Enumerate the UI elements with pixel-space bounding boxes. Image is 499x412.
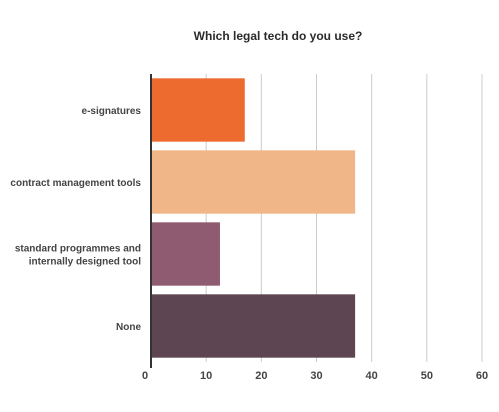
- x-tick-label: 0: [142, 370, 148, 382]
- bar: [151, 78, 245, 142]
- category-label: contract management tools: [10, 178, 141, 189]
- category-label: standard programmes and: [15, 244, 141, 255]
- bar: [151, 294, 356, 358]
- category-label: None: [116, 322, 141, 333]
- x-tick-label: 50: [421, 370, 433, 382]
- x-tick-labels: 0 10 20 30 40 50 60: [142, 370, 488, 382]
- category-label: e-signatures: [82, 106, 142, 117]
- x-tick-label: 20: [255, 370, 267, 382]
- chart-title: Which legal tech do you use?: [194, 29, 363, 43]
- bar: [151, 150, 356, 214]
- x-tick-label: 30: [310, 370, 322, 382]
- bar: [151, 222, 220, 286]
- x-tick-label: 40: [366, 370, 378, 382]
- x-tick-label: 60: [476, 370, 488, 382]
- category-labels: e-signatures contract management tools sta…: [10, 106, 141, 333]
- bars: [151, 78, 356, 358]
- category-label: internally designed tool: [29, 257, 141, 268]
- x-tick-label: 10: [200, 370, 212, 382]
